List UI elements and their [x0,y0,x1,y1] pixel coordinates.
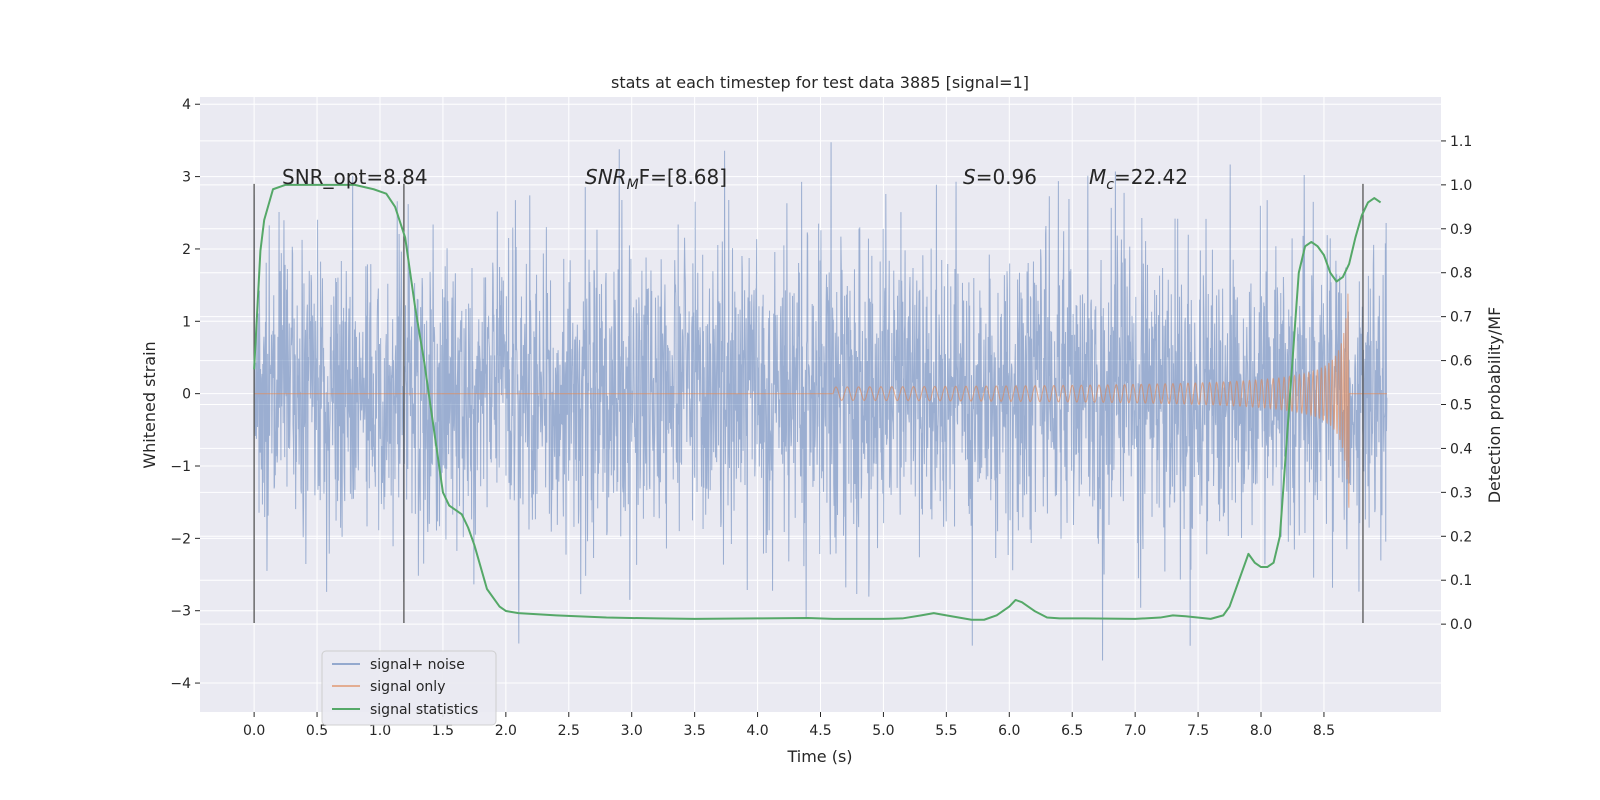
series-signal-statistics [253,183,1382,621]
y-right-tick-label: 0.0 [1450,617,1472,633]
y-axis-left-label: Whitened strain [140,341,159,468]
x-tick-label: 3.0 [621,723,643,739]
x-tick-label: 0.0 [243,723,265,739]
x-tick-label: 2.0 [495,723,517,739]
axis-ticks: 0.0 0.5 1.0 1.5 2.0 2.5 3.0 3.5 4.0 4.5 5.0 5.5 6.0 6… [170,97,1472,739]
x-tick-label: 1.0 [369,723,391,739]
y-right-tick-label: 0.3 [1450,485,1472,501]
series-signal-only [254,293,1387,508]
legend-label-noise: signal+ noise [370,657,465,673]
y-right-tick-label: 0.9 [1450,222,1472,238]
y-left-tick-label: −4 [170,676,191,692]
y-right-tick-label: 0.2 [1450,529,1472,545]
vertical-markers [253,183,1364,624]
annotations: SNR_opt=8.84 SNRMF=[8.68] S=0.96 Mc=22.4… [282,165,1188,193]
x-tick-label: 4.0 [746,723,768,739]
signal-line [254,293,1387,508]
y-right-tick-label: 0.7 [1450,310,1472,326]
stats-line [253,183,1382,621]
y-right-tick-label: 0.6 [1450,354,1472,370]
y-left-tick-label: 2 [182,242,191,258]
x-tick-label: 3.5 [684,723,706,739]
annotation-snr-mf: SNRMF=[8.68] [585,165,727,193]
annotation-s: S=0.96 [963,165,1037,189]
x-tick-label: 6.5 [1061,723,1083,739]
x-tick-label: 5.5 [935,723,957,739]
y-left-tick-label: −1 [170,459,191,475]
x-tick-label: 8.5 [1313,723,1335,739]
x-tick-label: 4.5 [809,723,831,739]
legend-box [321,650,497,726]
chart-title: stats at each timestep for test data 388… [611,73,1029,92]
y-right-tick-label: 0.5 [1450,398,1472,414]
x-tick-label: 1.5 [432,723,454,739]
legend-label-stats: signal statistics [370,702,478,718]
y-right-tick-label: 1.0 [1450,178,1472,194]
y-left-tick-label: 4 [182,97,191,113]
y-left-tick-label: −3 [170,604,191,620]
legend: signal+ noise signal only signal statist… [321,650,497,726]
x-tick-label: 0.5 [306,723,328,739]
y-right-tick-label: 0.8 [1450,266,1472,282]
y-left-tick-label: 1 [182,314,191,330]
y-left-tick-label: 3 [182,170,191,186]
annotation-snr-opt: SNR_opt=8.84 [282,165,428,189]
y-axis-right-label: Detection probability/MF [1485,307,1504,504]
legend-label-signal: signal only [370,679,445,695]
x-tick-label: 7.5 [1187,723,1209,739]
noise-line [253,142,1388,661]
x-tick-label: 7.0 [1124,723,1146,739]
annotation-mc: Mc=22.42 [1089,165,1188,193]
x-tick-label: 5.0 [872,723,894,739]
y-left-tick-label: −2 [170,531,191,547]
y-right-tick-label: 1.1 [1450,134,1472,150]
x-tick-label: 2.5 [558,723,580,739]
y-left-tick-label: 0 [182,387,191,403]
x-tick-label: 6.0 [998,723,1020,739]
x-tick-label: 8.0 [1250,723,1272,739]
x-axis-label: Time (s) [786,747,852,766]
y-right-tick-label: 0.1 [1450,573,1472,589]
series-signal-plus-noise [253,142,1388,661]
y-right-tick-label: 0.4 [1450,441,1472,457]
